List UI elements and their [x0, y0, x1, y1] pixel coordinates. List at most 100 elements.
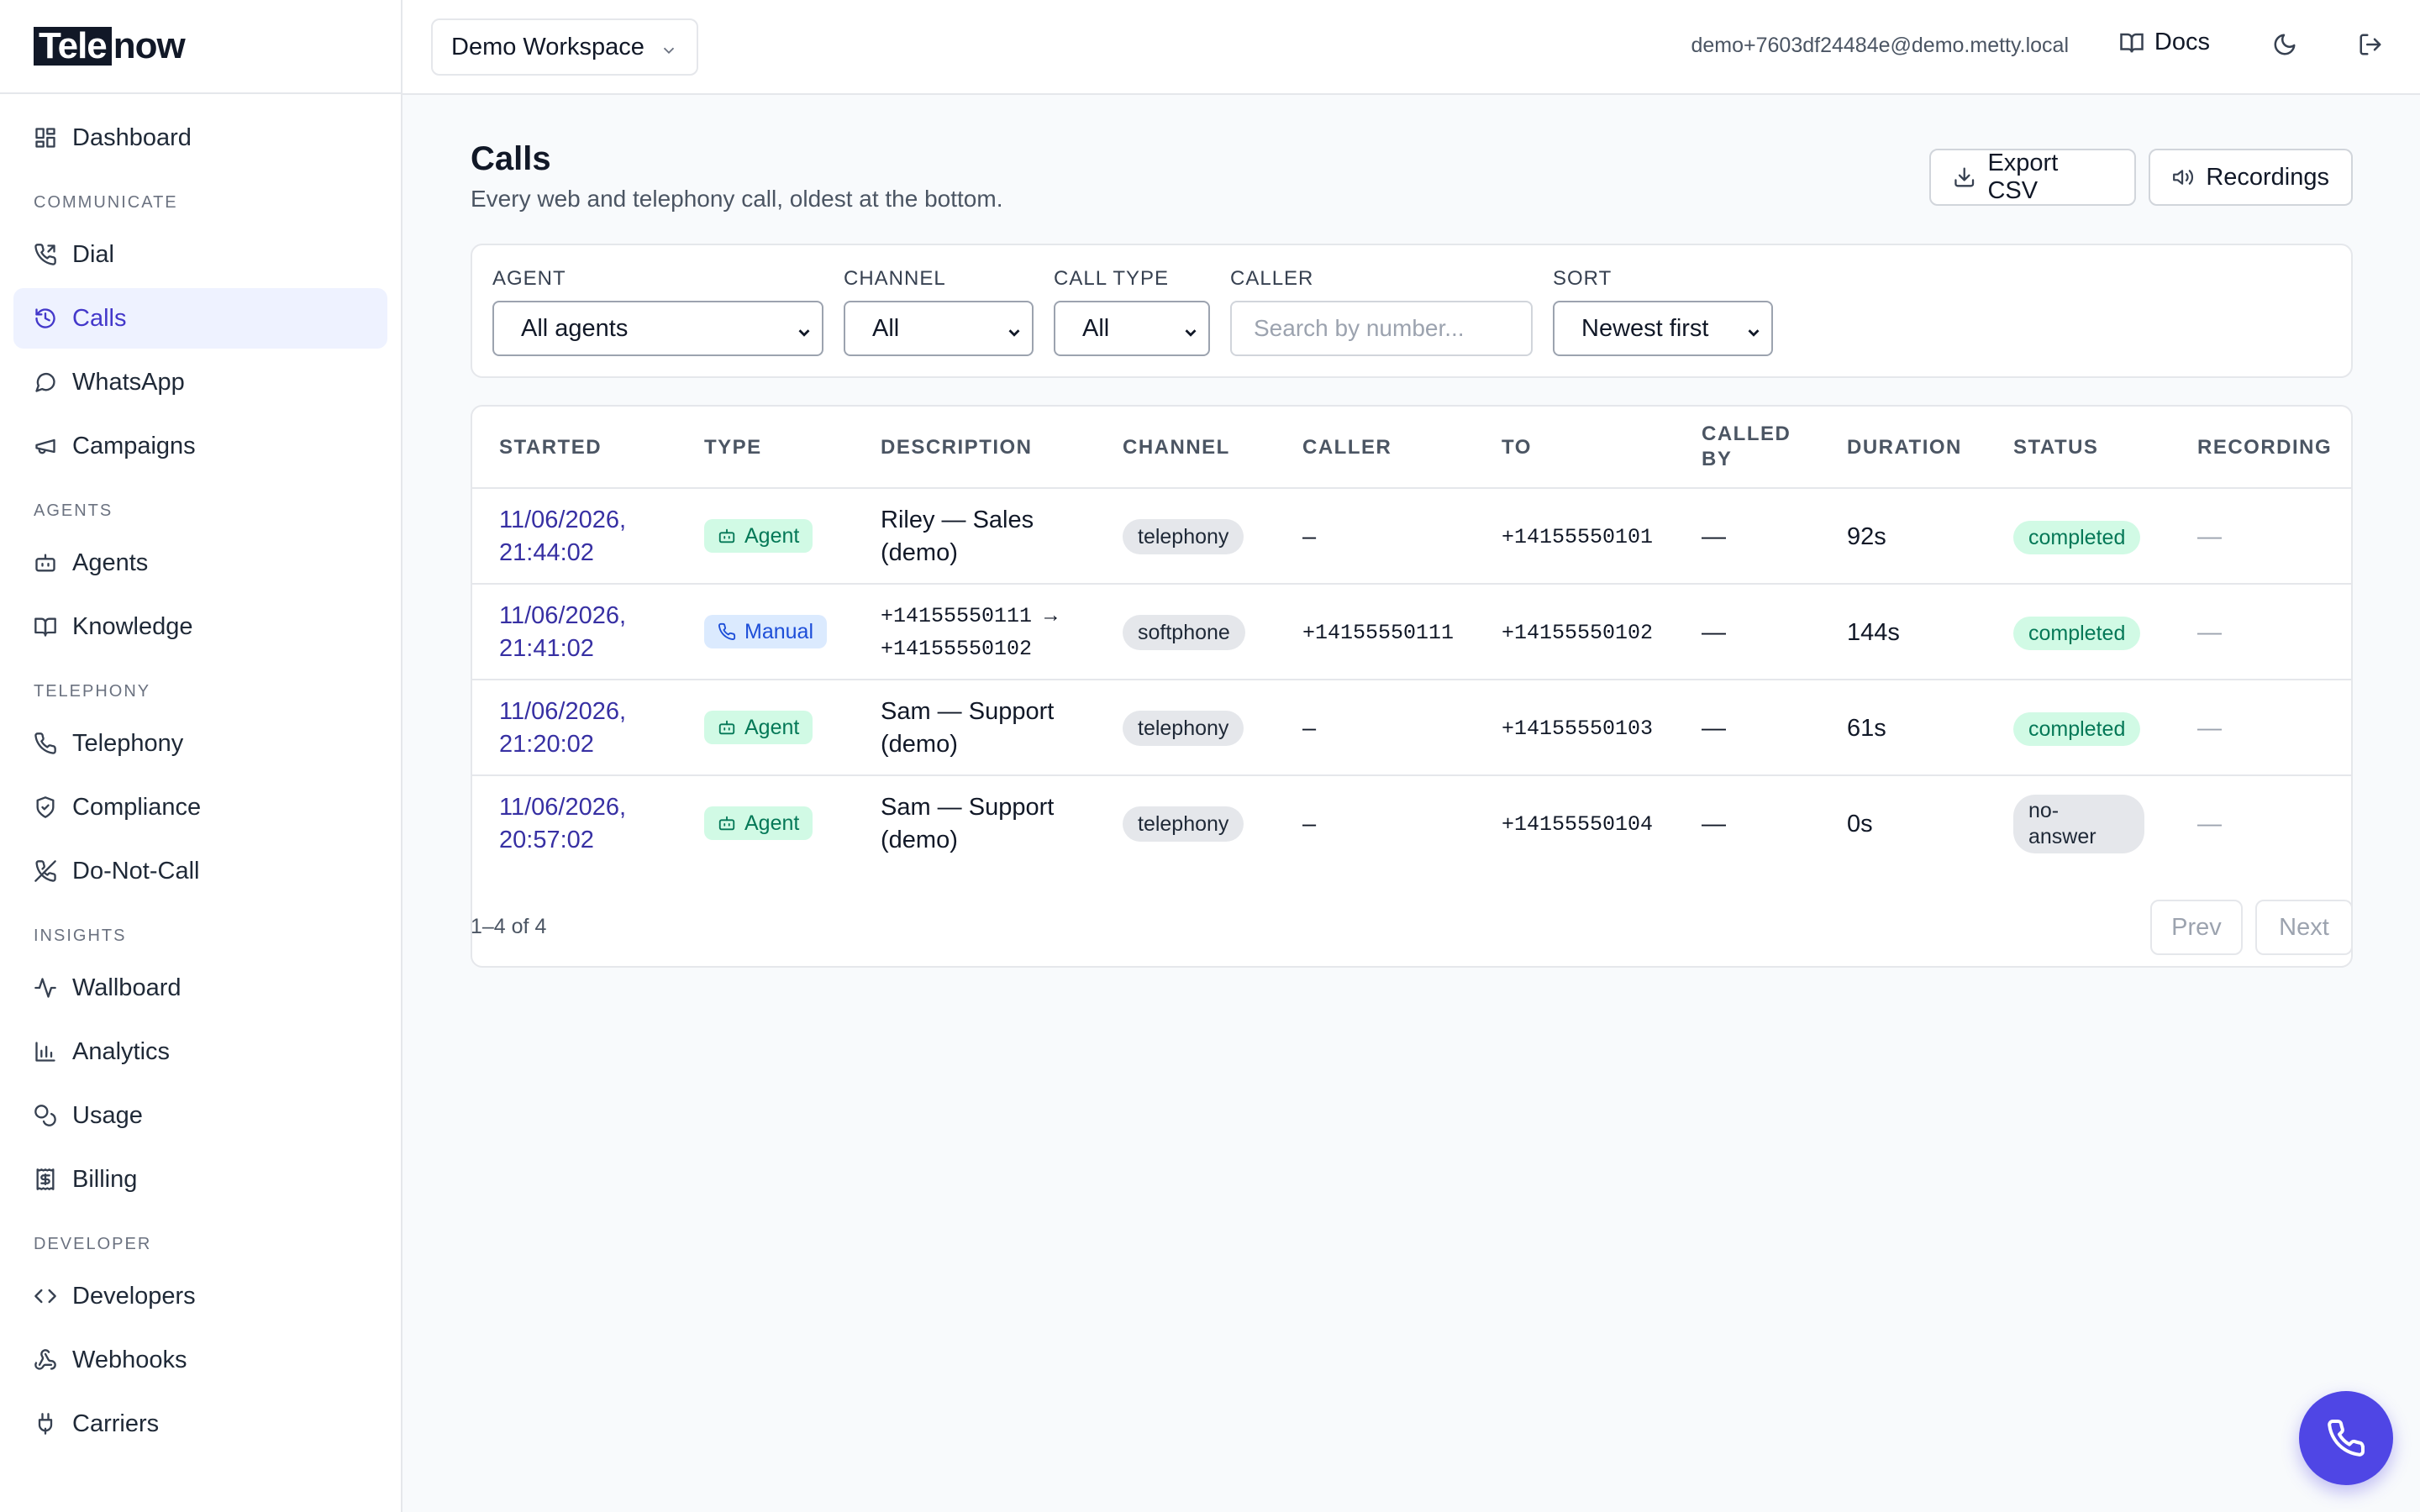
sidebar-item-wallboard[interactable]: Wallboard — [13, 958, 387, 1018]
table-header: STARTED TYPE DESCRIPTION CHANNEL CALLER … — [472, 407, 2351, 489]
column-header-status[interactable]: STATUS — [2013, 436, 2099, 459]
sidebar-item-agents[interactable]: Agents — [13, 533, 387, 593]
duration-cell: 144s — [1847, 619, 1900, 646]
channel-chip: telephony — [1123, 519, 1244, 554]
bar-chart-icon — [34, 1040, 57, 1063]
caller-filter: CALLER Search by number... — [1230, 267, 1533, 356]
recordings-button[interactable]: Recordings — [2149, 149, 2353, 206]
duration-cell: 92s — [1847, 523, 1886, 550]
prev-page-button[interactable]: Prev — [2150, 900, 2243, 955]
brand-logo[interactable]: Tele now — [34, 27, 186, 66]
sidebar-item-do-not-call[interactable]: Do-Not-Call — [13, 841, 387, 901]
phone-icon — [2328, 1419, 2365, 1457]
channel-select[interactable]: All — [844, 301, 1034, 356]
sidebar-item-label: Carriers — [72, 1410, 160, 1437]
export-csv-label: Export CSV — [1987, 150, 2059, 204]
description-line2: +14155550102 — [881, 637, 1033, 661]
duration-cell: 61s — [1847, 715, 1886, 742]
started-cell[interactable]: 11/06/2026, 21:41:02 — [499, 600, 626, 665]
started-cell[interactable]: 11/06/2026, 20:57:02 — [499, 791, 626, 857]
table-row[interactable]: 11/06/2026, 21:41:02 Manual +14155550111… — [472, 585, 2351, 680]
sidebar-item-dashboard[interactable]: Dashboard — [13, 108, 387, 168]
pagination-summary: 1–4 of 4 — [471, 915, 547, 938]
sidebar-item-label: Webhooks — [72, 1346, 187, 1373]
caller-cell: – — [1302, 523, 1317, 550]
started-cell[interactable]: 11/06/2026, 21:44:02 — [499, 504, 626, 570]
sidebar-item-dial[interactable]: Dial — [13, 224, 387, 285]
floating-dial-button[interactable] — [2299, 1391, 2393, 1485]
status-line1: no- — [2028, 799, 2060, 822]
logout-button[interactable] — [2358, 32, 2386, 60]
column-header-channel[interactable]: CHANNEL — [1123, 436, 1230, 459]
sidebar-item-usage[interactable]: Usage — [13, 1085, 387, 1146]
status-badge: completed — [2013, 521, 2141, 554]
recording-cell: — — [2197, 715, 2222, 742]
sidebar-item-webhooks[interactable]: Webhooks — [13, 1330, 387, 1390]
caller-search-input[interactable]: Search by number... — [1230, 301, 1533, 356]
column-header-recording[interactable]: RECORDING — [2197, 436, 2333, 459]
sidebar-section-telephony: TELEPHONY — [34, 682, 151, 701]
type-badge: Agent — [704, 711, 813, 744]
table-row[interactable]: 11/06/2026, 20:57:02 Agent Sam — Support… — [472, 776, 2351, 872]
sidebar-item-compliance[interactable]: Compliance — [13, 777, 387, 837]
sidebar-item-carriers[interactable]: Carriers — [13, 1394, 387, 1454]
recordings-label: Recordings — [2206, 163, 2329, 191]
column-header-description[interactable]: DESCRIPTION — [881, 436, 1033, 459]
message-circle-icon — [34, 370, 57, 394]
recording-cell: — — [2197, 619, 2222, 646]
bot-icon — [718, 528, 735, 543]
chevron-down-icon — [660, 39, 678, 57]
description-line2: (demo) — [881, 539, 958, 566]
sidebar-item-label: Compliance — [72, 793, 202, 821]
called-by-cell: — — [1702, 715, 1726, 742]
sort-select[interactable]: Newest first — [1553, 301, 1773, 356]
phone-outgoing-icon — [34, 243, 57, 266]
workspace-select[interactable]: Demo Workspace — [431, 18, 698, 76]
docs-link[interactable]: Docs — [2119, 29, 2210, 56]
book-open-icon — [34, 615, 57, 638]
sidebar-item-knowledge[interactable]: Knowledge — [13, 596, 387, 657]
column-header-called-by[interactable]: CALLED BY — [1702, 422, 1791, 472]
log-out-icon — [2360, 34, 2381, 55]
called-by-cell: — — [1702, 811, 1726, 837]
channel-chip: telephony — [1123, 711, 1244, 746]
bot-icon — [718, 816, 735, 831]
sidebar-item-calls[interactable]: Calls — [13, 288, 387, 349]
channel-filter-label: CHANNEL — [844, 267, 946, 290]
caller-filter-label: CALLER — [1230, 267, 1314, 290]
moon-icon — [2274, 34, 2296, 55]
logo-bar: Tele now — [0, 0, 401, 94]
sidebar-item-developers[interactable]: Developers — [13, 1266, 387, 1326]
agent-select[interactable]: All agents — [492, 301, 823, 356]
table-row[interactable]: 11/06/2026, 21:20:02 Agent Sam — Support… — [472, 680, 2351, 776]
export-csv-button[interactable]: Export CSV — [1929, 149, 2136, 206]
next-page-button[interactable]: Next — [2255, 900, 2353, 955]
call-type-select[interactable]: All — [1054, 301, 1210, 356]
sidebar-item-whatsapp[interactable]: WhatsApp — [13, 352, 387, 412]
sidebar-item-label: Developers — [72, 1282, 196, 1310]
coins-icon — [34, 1104, 57, 1127]
column-header-type[interactable]: TYPE — [704, 436, 762, 459]
sidebar-item-billing[interactable]: Billing — [13, 1149, 387, 1210]
column-header-to[interactable]: TO — [1502, 436, 1532, 459]
webhook-icon — [34, 1348, 57, 1372]
type-badge: Manual — [704, 615, 827, 648]
column-header-duration[interactable]: DURATION — [1847, 436, 1962, 459]
history-icon — [34, 307, 57, 330]
channel-chip: telephony — [1123, 806, 1244, 842]
topbar: Demo Workspace demo+7603df24484e@demo.me… — [402, 0, 2420, 95]
sidebar-item-campaigns[interactable]: Campaigns — [13, 416, 387, 476]
theme-toggle-button[interactable] — [2272, 32, 2301, 60]
status-badge: no- answer — [2013, 795, 2144, 853]
started-cell[interactable]: 11/06/2026, 21:20:02 — [499, 696, 626, 761]
table-row[interactable]: 11/06/2026, 21:44:02 Agent Riley — Sales… — [472, 489, 2351, 585]
sidebar-item-telephony[interactable]: Telephony — [13, 713, 387, 774]
sidebar-item-analytics[interactable]: Analytics — [13, 1021, 387, 1082]
dashboard-icon — [34, 126, 57, 150]
docs-label: Docs — [2154, 29, 2210, 55]
column-header-started[interactable]: STARTED — [499, 436, 602, 459]
sidebar-item-label: Dial — [72, 240, 114, 268]
sort-filter: SORT Newest first — [1553, 267, 1773, 356]
description-line1: +14155550111 → — [881, 604, 1058, 628]
column-header-caller[interactable]: CALLER — [1302, 436, 1392, 459]
